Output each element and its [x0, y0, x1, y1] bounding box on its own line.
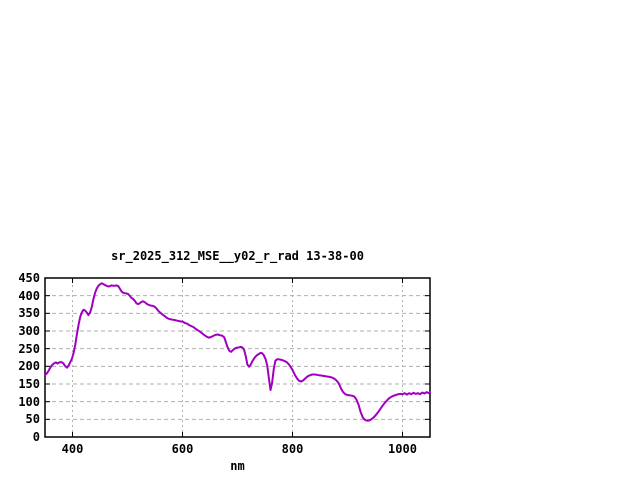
x-tick-label: 1000: [388, 442, 417, 456]
y-tick-label: 300: [18, 324, 40, 338]
y-tick-label: 350: [18, 306, 40, 321]
y-tick-label: 0: [32, 430, 40, 444]
x-tick-label: 800: [281, 442, 304, 456]
y-tick-label: 100: [18, 394, 40, 409]
y-tick-label: 150: [18, 377, 40, 391]
radiance-curve: [44, 282, 431, 422]
y-tick-label: 250: [18, 341, 40, 356]
x-tick-label: 600: [171, 442, 194, 456]
chart-title: sr_2025_312_MSE__y02_r_rad 13-38-00: [111, 249, 364, 263]
x-axis-label: nm: [230, 459, 245, 473]
plot-border: [44, 277, 431, 438]
y-tick-label: 200: [18, 359, 40, 374]
x-tick-label: 400: [61, 442, 84, 456]
y-tick-label: 450: [18, 271, 40, 285]
spectral-radiance-plot: [44, 277, 431, 438]
y-tick-label: 50: [25, 412, 40, 427]
y-tick-label: 400: [18, 288, 40, 303]
